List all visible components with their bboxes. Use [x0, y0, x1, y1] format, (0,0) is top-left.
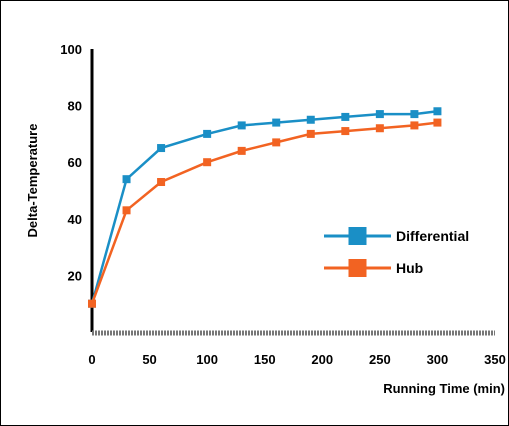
y-tick-label: 100	[60, 42, 82, 57]
y-tick-labels: 20 40 60 80 100	[60, 42, 82, 283]
series-line	[90, 121, 438, 305]
data-point	[341, 112, 350, 121]
y-axis-label: Delta-Temperature	[25, 124, 40, 238]
legend: Differential Hub	[324, 227, 469, 277]
data-point	[122, 175, 131, 184]
x-tick-label: 50	[142, 352, 156, 367]
x-tick-label: 300	[427, 352, 449, 367]
x-tick-labels: 0 50 100 150 200 250 300 350	[88, 352, 505, 367]
data-point	[203, 129, 212, 138]
data-point	[157, 178, 166, 187]
data-point	[203, 158, 212, 167]
data-point	[410, 110, 419, 119]
legend-marker	[348, 259, 367, 277]
legend-marker	[348, 227, 367, 245]
data-point	[122, 206, 131, 215]
data-point	[306, 129, 315, 138]
data-point	[375, 124, 384, 133]
series-differential	[88, 107, 442, 308]
x-axis-label: Running Time (min)	[383, 381, 505, 396]
data-point	[157, 144, 166, 153]
x-tick-label: 200	[311, 352, 333, 367]
data-point	[306, 115, 315, 124]
x-tick-label: 150	[254, 352, 276, 367]
series-hub	[88, 118, 442, 308]
data-point	[341, 127, 350, 136]
legend-label: Hub	[396, 260, 423, 276]
legend-label: Differential	[396, 228, 469, 244]
data-point	[375, 110, 384, 119]
series-layer	[88, 107, 442, 308]
data-point	[88, 299, 96, 308]
data-point	[272, 138, 281, 147]
x-tick-label: 250	[369, 352, 391, 367]
x-tick-label: 0	[88, 352, 95, 367]
data-point	[237, 146, 246, 155]
legend-item: Hub	[324, 259, 423, 277]
y-tick-label: 80	[68, 99, 82, 114]
y-tick-label: 20	[68, 268, 82, 283]
y-tick-label: 40	[68, 212, 82, 227]
series-line	[90, 110, 438, 305]
x-tick-label: 350	[484, 352, 506, 367]
y-tick-label: 60	[68, 155, 82, 170]
data-point	[433, 107, 442, 116]
data-point	[237, 121, 246, 130]
axes	[90, 49, 495, 336]
data-point	[433, 118, 442, 127]
legend-item: Differential	[324, 227, 469, 245]
data-point	[272, 118, 281, 127]
data-point	[410, 121, 419, 130]
x-tick-label: 100	[196, 352, 218, 367]
